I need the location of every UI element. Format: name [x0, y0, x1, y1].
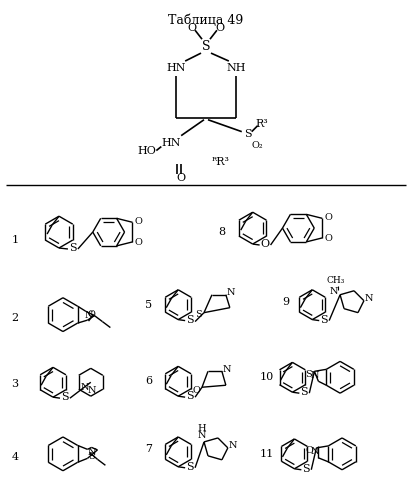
- Text: O: O: [88, 310, 96, 319]
- Text: S: S: [88, 452, 95, 461]
- Text: S: S: [61, 392, 69, 402]
- Text: HN: HN: [162, 138, 181, 148]
- Text: N: N: [80, 383, 89, 392]
- Text: S: S: [195, 310, 201, 319]
- Text: N: N: [198, 432, 206, 441]
- Text: 4: 4: [11, 452, 19, 462]
- Text: HO: HO: [137, 146, 156, 156]
- Text: 8: 8: [218, 227, 225, 237]
- Text: NH: NH: [226, 63, 246, 73]
- Text: O: O: [135, 239, 143, 248]
- Text: N: N: [330, 287, 338, 296]
- Text: N: N: [227, 288, 235, 297]
- Text: O: O: [192, 386, 200, 395]
- Text: N: N: [222, 365, 231, 374]
- Text: 10: 10: [260, 372, 274, 382]
- Text: ᴿR³: ᴿR³: [212, 158, 230, 168]
- Text: 11: 11: [260, 449, 274, 459]
- Text: H: H: [198, 424, 206, 433]
- Text: O: O: [260, 239, 269, 249]
- Text: 5: 5: [145, 300, 152, 310]
- Text: N: N: [87, 386, 96, 395]
- Text: O: O: [324, 235, 332, 244]
- Text: R³: R³: [255, 119, 268, 129]
- Text: S: S: [302, 464, 310, 474]
- Text: HN: HN: [166, 63, 186, 73]
- Text: S: S: [186, 314, 194, 325]
- Text: O: O: [135, 217, 143, 226]
- Text: S: S: [244, 129, 252, 139]
- Text: S: S: [305, 370, 312, 379]
- Text: O: O: [177, 173, 186, 184]
- Text: CH₃: CH₃: [327, 276, 345, 285]
- Text: 1: 1: [11, 235, 19, 245]
- Text: N: N: [310, 448, 318, 457]
- Text: N: N: [365, 294, 373, 303]
- Text: O₂: O₂: [252, 141, 263, 150]
- Text: S: S: [186, 462, 194, 472]
- Text: Таблица 49: Таблица 49: [169, 14, 243, 27]
- Text: S: S: [186, 391, 194, 401]
- Text: 3: 3: [11, 379, 19, 389]
- Text: S: S: [69, 243, 77, 253]
- Text: N: N: [84, 311, 93, 320]
- Text: N: N: [310, 371, 318, 380]
- Text: O: O: [215, 23, 225, 33]
- Text: N: N: [87, 448, 96, 457]
- Text: S: S: [300, 387, 308, 397]
- Text: 7: 7: [145, 444, 152, 454]
- Text: 2: 2: [11, 312, 19, 323]
- Text: S: S: [202, 39, 210, 52]
- Text: N: N: [229, 442, 237, 451]
- Text: O: O: [306, 447, 314, 456]
- Text: 9: 9: [283, 297, 290, 307]
- Text: O: O: [187, 23, 197, 33]
- Text: 6: 6: [145, 376, 152, 386]
- Text: O: O: [324, 213, 332, 222]
- Text: S: S: [321, 314, 328, 325]
